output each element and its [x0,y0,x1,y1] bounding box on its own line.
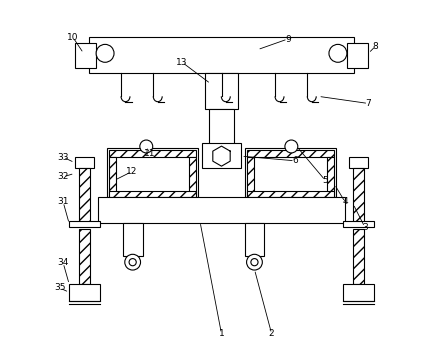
Bar [343,221,374,227]
Bar [189,157,196,197]
Circle shape [125,254,140,270]
Bar [107,148,198,197]
Bar [79,229,89,284]
Bar [109,191,196,197]
Bar [353,229,364,284]
Bar [69,284,100,300]
Text: 32: 32 [58,173,69,182]
Text: 34: 34 [58,258,69,268]
Circle shape [96,44,114,62]
Bar [343,284,374,300]
Bar [327,157,334,197]
Text: 4: 4 [342,197,348,206]
Bar [245,223,264,256]
Bar [109,150,196,157]
Text: 2: 2 [269,329,275,338]
Bar [347,43,369,68]
Text: 5: 5 [323,176,328,185]
Bar [109,157,116,197]
Bar [349,157,369,168]
Bar [69,221,100,227]
Text: 10: 10 [67,33,78,42]
Text: 12: 12 [126,167,138,176]
Text: 31: 31 [58,197,69,206]
Bar [74,43,96,68]
Bar [247,157,254,197]
Text: 35: 35 [54,283,65,292]
Text: 9: 9 [285,35,291,44]
Bar [247,150,334,157]
Text: 6: 6 [292,156,298,165]
Text: 7: 7 [365,99,371,108]
Circle shape [285,140,298,153]
Bar [79,168,89,223]
Circle shape [129,258,136,266]
Bar [209,109,234,152]
Bar [247,191,334,197]
Circle shape [251,258,258,266]
Text: 33: 33 [58,153,69,162]
Circle shape [247,254,262,270]
Bar [206,73,237,109]
Circle shape [329,44,347,62]
Bar [202,143,241,168]
Bar [123,223,143,256]
Bar [353,168,364,223]
Circle shape [140,140,153,153]
Text: 13: 13 [176,58,188,67]
Bar [245,148,336,197]
Text: 1: 1 [219,329,224,338]
Text: 11: 11 [144,149,155,158]
Bar [98,197,345,223]
Text: 8: 8 [373,42,378,51]
Text: 3: 3 [362,223,368,231]
Bar [74,157,94,168]
Bar [89,37,354,73]
